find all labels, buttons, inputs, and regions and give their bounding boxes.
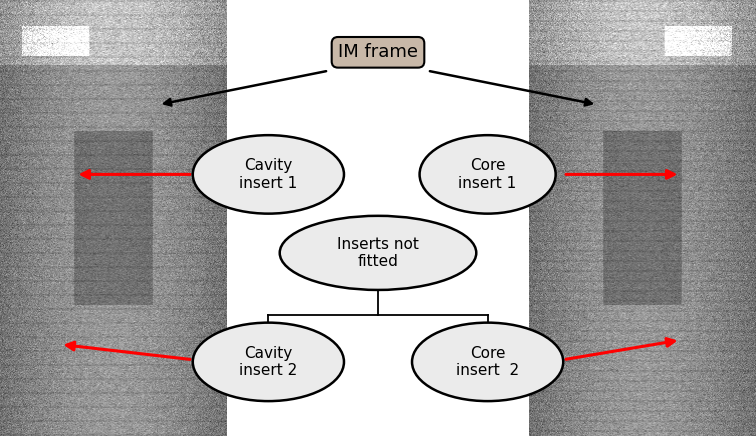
Text: Core
insert  2: Core insert 2 bbox=[456, 346, 519, 378]
Text: Core
insert 1: Core insert 1 bbox=[458, 158, 517, 191]
Text: IM frame: IM frame bbox=[338, 43, 418, 61]
Text: Cavity
insert 2: Cavity insert 2 bbox=[239, 346, 298, 378]
Ellipse shape bbox=[412, 323, 563, 401]
Text: Inserts not
fitted: Inserts not fitted bbox=[337, 237, 419, 269]
Text: Cavity
insert 1: Cavity insert 1 bbox=[239, 158, 298, 191]
Ellipse shape bbox=[280, 216, 476, 290]
Ellipse shape bbox=[193, 323, 344, 401]
Ellipse shape bbox=[420, 135, 556, 214]
Ellipse shape bbox=[193, 135, 344, 214]
Bar bbox=[215, 0, 541, 436]
